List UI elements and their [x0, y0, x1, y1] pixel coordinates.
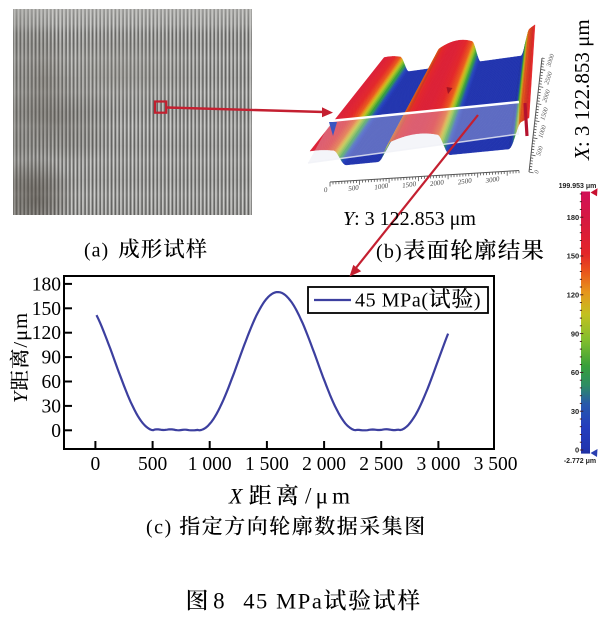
svg-text:90: 90	[571, 329, 579, 338]
svg-text:0: 0	[51, 421, 61, 442]
svg-text:1000: 1000	[537, 124, 548, 139]
svg-text:8: 8	[213, 589, 226, 614]
svg-text:2000: 2000	[429, 178, 444, 188]
svg-text:180: 180	[567, 213, 580, 222]
svg-text:Y: Y	[10, 389, 32, 403]
svg-text:2000: 2000	[541, 88, 552, 103]
svg-text:: 3 122.853 μm: : 3 122.853 μm	[354, 208, 476, 230]
svg-text:Y: Y	[343, 208, 356, 230]
svg-text:180: 180	[32, 274, 61, 295]
svg-text:3000: 3000	[545, 52, 556, 68]
svg-text:150: 150	[567, 252, 580, 261]
svg-text:45 MPa(: 45 MPa(	[355, 290, 429, 312]
svg-text:60: 60	[571, 368, 579, 377]
svg-text:1500: 1500	[539, 106, 550, 121]
svg-text:/μm: /μm	[10, 312, 32, 348]
svg-text:X: X	[228, 484, 247, 509]
svg-text:-2.772 μm: -2.772 μm	[564, 458, 596, 465]
svg-text:90: 90	[42, 348, 62, 369]
svg-text:/μm: /μm	[305, 484, 354, 509]
svg-text:X: X	[570, 146, 594, 161]
svg-text:2 000: 2 000	[302, 454, 346, 475]
svg-text:2 500: 2 500	[359, 454, 403, 475]
svg-text:3 000: 3 000	[416, 454, 460, 475]
svg-text:150: 150	[32, 299, 61, 320]
svg-text:0: 0	[575, 446, 579, 455]
svg-text:(a): (a)	[84, 240, 115, 262]
svg-text:3 500: 3 500	[474, 454, 518, 475]
svg-text:2500: 2500	[543, 70, 554, 85]
svg-text:0: 0	[533, 169, 541, 175]
svg-text:2500: 2500	[457, 177, 472, 187]
svg-text:500: 500	[348, 184, 360, 193]
svg-text:1000: 1000	[374, 182, 389, 192]
svg-text:1 000: 1 000	[188, 454, 232, 475]
svg-text:45 MPa: 45 MPa	[243, 589, 323, 614]
svg-text:(b): (b)	[376, 241, 403, 263]
svg-text:0: 0	[91, 454, 101, 475]
svg-text:500: 500	[535, 145, 545, 157]
svg-text:: 3 122.853 μm: : 3 122.853 μm	[570, 19, 594, 147]
svg-text:3000: 3000	[484, 175, 500, 185]
svg-text:0: 0	[323, 186, 328, 194]
svg-text:): )	[474, 290, 481, 312]
svg-text:1500: 1500	[402, 180, 417, 190]
svg-text:120: 120	[567, 291, 580, 300]
svg-text:30: 30	[571, 407, 579, 416]
svg-text:30: 30	[42, 396, 62, 417]
svg-text:(c): (c)	[146, 517, 179, 539]
svg-text:60: 60	[42, 372, 62, 393]
svg-text:1 500: 1 500	[245, 454, 289, 475]
svg-text:199.953 μm: 199.953 μm	[559, 183, 597, 190]
svg-text:500: 500	[138, 454, 167, 475]
svg-text:120: 120	[32, 323, 61, 344]
